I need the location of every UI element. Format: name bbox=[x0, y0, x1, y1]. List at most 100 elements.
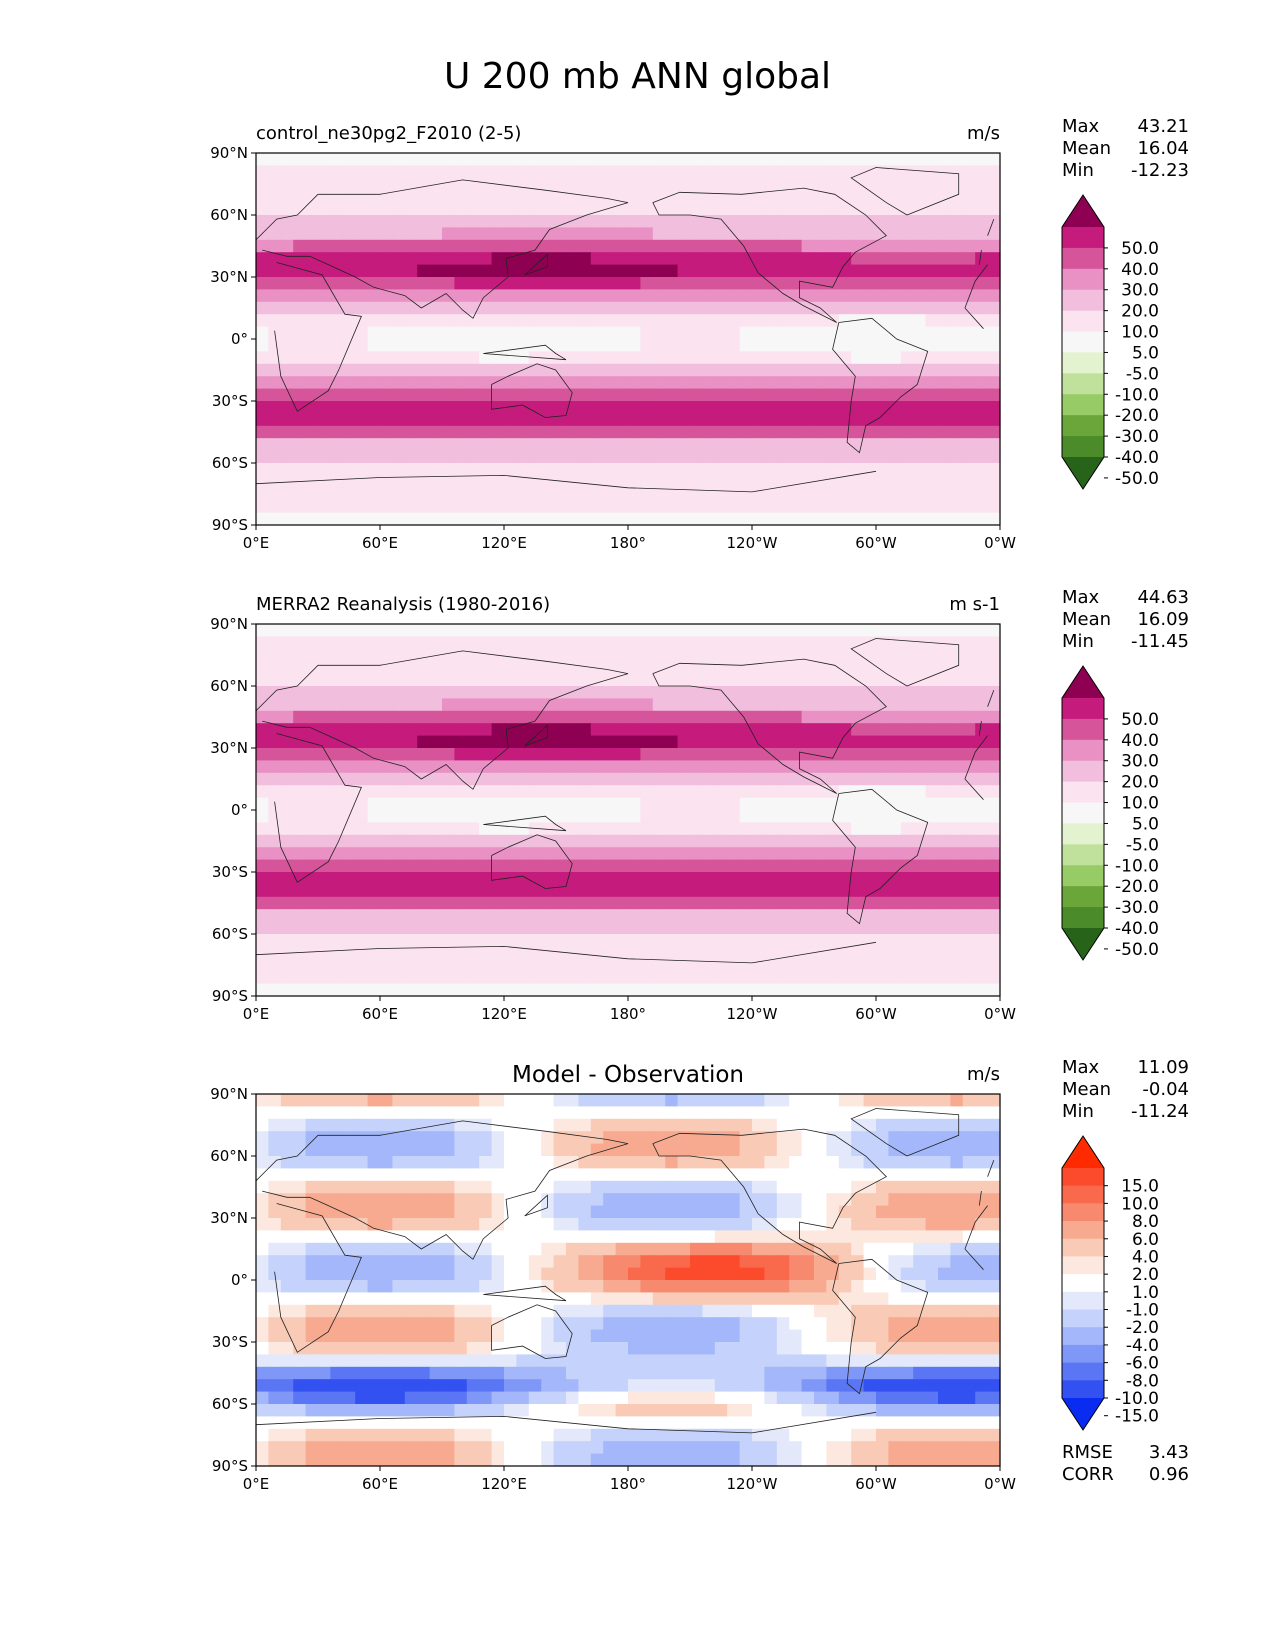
field-cell bbox=[442, 165, 455, 179]
field-cell bbox=[429, 624, 443, 637]
field-cell bbox=[367, 859, 381, 873]
field-cell bbox=[863, 1304, 877, 1318]
field-cell bbox=[466, 1230, 480, 1244]
field-cell bbox=[628, 748, 641, 761]
field-cell bbox=[913, 239, 927, 253]
field-cell bbox=[652, 673, 666, 687]
field-cell bbox=[987, 1180, 1001, 1194]
field-cell bbox=[528, 425, 542, 439]
field-cell bbox=[566, 1094, 579, 1107]
field-cell bbox=[789, 1242, 803, 1256]
field-cell bbox=[925, 748, 939, 761]
field-cell bbox=[355, 673, 369, 687]
field-cell bbox=[739, 673, 753, 687]
field-cell bbox=[628, 1267, 641, 1281]
field-cell bbox=[342, 1118, 356, 1132]
field-cell bbox=[863, 1218, 877, 1231]
field-cell bbox=[739, 326, 753, 340]
field-cell bbox=[318, 277, 331, 290]
field-cell bbox=[280, 215, 294, 228]
field-cell bbox=[652, 797, 666, 811]
field-cell bbox=[900, 363, 914, 377]
field-cell bbox=[987, 314, 1001, 328]
field-cell bbox=[665, 760, 679, 774]
field-cell bbox=[541, 512, 555, 526]
field-cell bbox=[962, 1143, 976, 1157]
field-cell bbox=[342, 289, 356, 303]
field-cell bbox=[553, 1329, 567, 1343]
field-cell bbox=[652, 896, 666, 910]
field-cell bbox=[640, 351, 654, 365]
field-cell bbox=[851, 1094, 865, 1107]
field-cell bbox=[938, 896, 951, 910]
field-cell bbox=[789, 1230, 803, 1244]
field-cell bbox=[367, 301, 381, 315]
field-cell bbox=[293, 376, 307, 390]
field-cell bbox=[256, 1292, 269, 1306]
field-cell bbox=[268, 1193, 282, 1207]
field-cell bbox=[318, 1118, 331, 1132]
field-cell bbox=[305, 624, 319, 637]
field-cell bbox=[975, 834, 989, 848]
field-cell bbox=[504, 1267, 517, 1281]
field-cell bbox=[764, 946, 778, 960]
field-cell bbox=[466, 239, 480, 253]
field-cell bbox=[603, 1317, 617, 1331]
field-cell bbox=[987, 1118, 1001, 1132]
field-cell bbox=[541, 971, 555, 985]
field-cell bbox=[429, 934, 443, 947]
field-cell bbox=[888, 946, 902, 960]
field-cell bbox=[739, 983, 753, 997]
field-cell bbox=[392, 500, 406, 514]
field-cell bbox=[603, 339, 617, 352]
field-cell bbox=[739, 264, 753, 278]
field-cell bbox=[739, 202, 753, 216]
field-cell bbox=[491, 810, 505, 823]
field-cell bbox=[776, 1131, 790, 1145]
field-cell bbox=[504, 1242, 517, 1256]
field-cell bbox=[615, 859, 629, 873]
field-cell bbox=[305, 1205, 319, 1219]
field-cell bbox=[838, 512, 852, 526]
field-cell bbox=[739, 512, 753, 526]
field-cell bbox=[256, 1218, 269, 1231]
field-cell bbox=[876, 958, 889, 972]
field-cell bbox=[950, 735, 964, 749]
field-cell bbox=[528, 686, 542, 699]
field-cell bbox=[318, 301, 331, 315]
field-cell bbox=[442, 425, 455, 439]
field-cell bbox=[739, 339, 753, 352]
field-cell bbox=[665, 1143, 679, 1157]
field-cell bbox=[776, 239, 790, 253]
field-cell bbox=[466, 624, 480, 637]
field-cell bbox=[380, 624, 393, 637]
field-cell bbox=[615, 797, 629, 811]
field-cell bbox=[665, 1304, 679, 1318]
field-cell bbox=[491, 1143, 505, 1157]
field-cell bbox=[838, 760, 852, 774]
field-cell bbox=[752, 735, 765, 749]
field-cell bbox=[876, 648, 889, 662]
field-cell bbox=[479, 252, 493, 266]
field-cell bbox=[975, 921, 989, 935]
field-cell bbox=[442, 834, 455, 848]
field-cell bbox=[566, 1156, 579, 1169]
field-cell bbox=[962, 1304, 976, 1318]
field-cell bbox=[392, 450, 406, 464]
field-cell bbox=[801, 500, 815, 514]
field-cell bbox=[814, 1317, 827, 1331]
field-cell bbox=[900, 797, 914, 811]
field-cell bbox=[454, 177, 468, 191]
field-cell bbox=[814, 351, 827, 365]
field-cell bbox=[900, 264, 914, 278]
field-cell bbox=[863, 277, 877, 290]
field-cell bbox=[665, 339, 679, 352]
field-cell bbox=[652, 475, 666, 489]
field-cell bbox=[479, 1193, 493, 1207]
field-cell bbox=[256, 735, 269, 749]
field-cell bbox=[776, 252, 790, 266]
field-cell bbox=[367, 475, 381, 489]
field-cell bbox=[665, 227, 679, 241]
field-cell bbox=[355, 661, 369, 675]
field-cell bbox=[293, 301, 307, 315]
